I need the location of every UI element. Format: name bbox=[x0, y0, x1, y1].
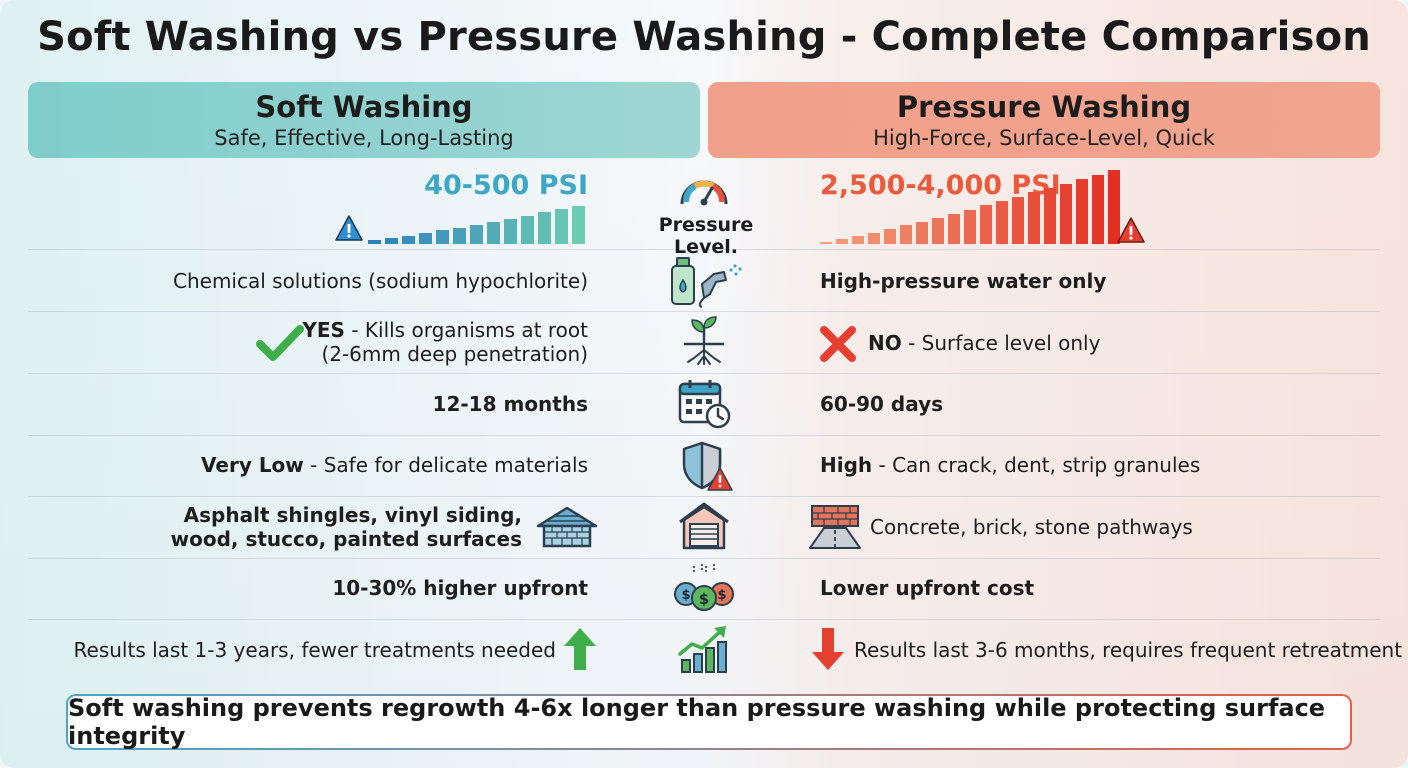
pressure-solution-text: High-pressure water only bbox=[820, 269, 1107, 293]
soft-psi-value: 40-500 PSI bbox=[424, 170, 588, 201]
pressure-bar bbox=[538, 212, 551, 244]
brick-pathway-icon bbox=[809, 505, 861, 549]
page-title: Soft Washing vs Pressure Washing - Compl… bbox=[37, 14, 1371, 60]
pressure-bar bbox=[1060, 184, 1072, 244]
growth-chart-icon bbox=[678, 626, 727, 673]
pressure-bar bbox=[572, 206, 585, 244]
pressure-bar bbox=[948, 214, 960, 244]
row-divider bbox=[28, 496, 1380, 497]
pressure-damage-text: High - Can crack, dent, strip granules bbox=[820, 453, 1200, 477]
warning-icon bbox=[335, 215, 363, 241]
soft-surfaces-line2: wood, stucco, painted surfaces bbox=[170, 527, 522, 551]
chemical-sprayer-icon bbox=[671, 257, 742, 308]
row-divider bbox=[28, 558, 1380, 559]
pressure-bar bbox=[852, 236, 864, 244]
pressure-bar bbox=[1012, 197, 1024, 244]
calendar-clock-icon bbox=[678, 380, 731, 429]
shield-warning-icon bbox=[682, 441, 733, 491]
pressure-bar bbox=[1092, 175, 1104, 244]
pressure-bar bbox=[1028, 192, 1040, 244]
pressure-damage-level: High bbox=[820, 453, 873, 477]
soft-root-kill-detail: - Kills organisms at root bbox=[344, 318, 588, 342]
pressure-cost-text: Lower upfront cost bbox=[820, 576, 1035, 600]
pressure-gauge-icon bbox=[680, 180, 728, 206]
roof-shingles-icon bbox=[536, 506, 598, 548]
arrow-up-icon bbox=[564, 628, 596, 670]
pressure-bar bbox=[836, 239, 848, 244]
soft-washing-header: Soft Washing Safe, Effective, Long-Lasti… bbox=[28, 82, 700, 158]
pressure-bar bbox=[868, 233, 880, 244]
pressure-bar bbox=[932, 218, 944, 244]
soft-longterm-text: Results last 1-3 years, fewer treatments… bbox=[73, 638, 556, 662]
pressure-bar bbox=[1076, 179, 1088, 244]
warning-icon bbox=[1117, 217, 1145, 243]
pressure-bar bbox=[820, 242, 832, 244]
svg-text:$: $ bbox=[699, 590, 709, 608]
pressure-bar bbox=[1044, 188, 1056, 244]
pressure-bar bbox=[504, 219, 517, 244]
pressure-bar bbox=[470, 225, 483, 244]
cross-icon bbox=[820, 326, 856, 362]
soft-pressure-bars bbox=[368, 200, 590, 244]
coins-icon: $ $ $ bbox=[674, 564, 734, 611]
pressure-root-kill-answer: NO bbox=[868, 331, 902, 355]
soft-solution-text: Chemical solutions (sodium hypochlorite) bbox=[173, 269, 588, 293]
pressure-bar bbox=[996, 201, 1008, 244]
pressure-bar bbox=[900, 225, 912, 244]
pressure-bar bbox=[964, 210, 976, 244]
row-divider bbox=[28, 435, 1380, 436]
svg-text:$: $ bbox=[681, 588, 690, 603]
pressure-bar bbox=[419, 233, 432, 244]
pressure-washing-title: Pressure Washing bbox=[896, 90, 1192, 124]
pressure-root-kill-detail: - Surface level only bbox=[901, 331, 1101, 355]
soft-duration-text: 12-18 months bbox=[432, 392, 588, 416]
check-icon bbox=[256, 325, 304, 361]
arrow-down-icon bbox=[812, 628, 844, 670]
summary-banner: Soft washing prevents regrowth 4-6x long… bbox=[66, 694, 1352, 750]
plant-roots-icon bbox=[684, 316, 724, 365]
pressure-bar bbox=[368, 240, 381, 244]
house-siding-icon bbox=[679, 502, 729, 550]
pressure-bar bbox=[916, 222, 928, 244]
soft-surfaces-text: Asphalt shingles, vinyl siding, wood, st… bbox=[171, 503, 522, 551]
soft-root-kill-answer: YES bbox=[302, 318, 345, 342]
pressure-level-label: Pressure Level. bbox=[658, 214, 754, 258]
pressure-bar bbox=[884, 229, 896, 244]
pressure-bar bbox=[453, 228, 466, 244]
soft-root-kill-text: YES - Kills organisms at root (2-6mm dee… bbox=[302, 318, 588, 366]
soft-cost-text: 10-30% higher upfront bbox=[332, 576, 588, 600]
pressure-surfaces-text: Concrete, brick, stone pathways bbox=[870, 515, 1193, 539]
row-divider bbox=[28, 311, 1380, 312]
pressure-washing-subtitle: High-Force, Surface-Level, Quick bbox=[873, 126, 1215, 150]
soft-washing-title: Soft Washing bbox=[255, 90, 473, 124]
pressure-damage-detail: - Can crack, dent, strip granules bbox=[872, 453, 1201, 477]
pressure-bar bbox=[555, 209, 568, 244]
pressure-bar bbox=[980, 205, 992, 244]
pressure-bar bbox=[487, 222, 500, 244]
pressure-root-kill-text: NO - Surface level only bbox=[868, 331, 1100, 355]
svg-text:$: $ bbox=[717, 588, 726, 603]
soft-damage-detail: - Safe for delicate materials bbox=[303, 453, 588, 477]
pressure-duration-text: 60-90 days bbox=[820, 392, 944, 416]
pressure-bar bbox=[385, 238, 398, 244]
soft-washing-subtitle: Safe, Effective, Long-Lasting bbox=[214, 126, 514, 150]
soft-root-kill-depth: (2-6mm deep penetration) bbox=[321, 342, 588, 366]
row-divider bbox=[28, 619, 1380, 620]
soft-damage-level: Very Low bbox=[201, 453, 304, 477]
pressure-washing-header: Pressure Washing High-Force, Surface-Lev… bbox=[708, 82, 1380, 158]
soft-damage-text: Very Low - Safe for delicate materials bbox=[201, 453, 588, 477]
pressure-longterm-text: Results last 3-6 months, requires freque… bbox=[854, 638, 1403, 662]
row-divider bbox=[28, 373, 1380, 374]
summary-text: Soft washing prevents regrowth 4-6x long… bbox=[68, 694, 1350, 750]
pressure-bar bbox=[436, 230, 449, 244]
pressure-pressure-bars bbox=[820, 168, 1130, 244]
row-divider bbox=[28, 249, 1380, 250]
pressure-bar bbox=[521, 216, 534, 244]
pressure-bar bbox=[402, 236, 415, 244]
soft-surfaces-line1: Asphalt shingles, vinyl siding, bbox=[183, 503, 522, 527]
pressure-psi-value: 2,500-4,000 PSI bbox=[820, 170, 1061, 201]
pressure-bar bbox=[1108, 170, 1120, 244]
